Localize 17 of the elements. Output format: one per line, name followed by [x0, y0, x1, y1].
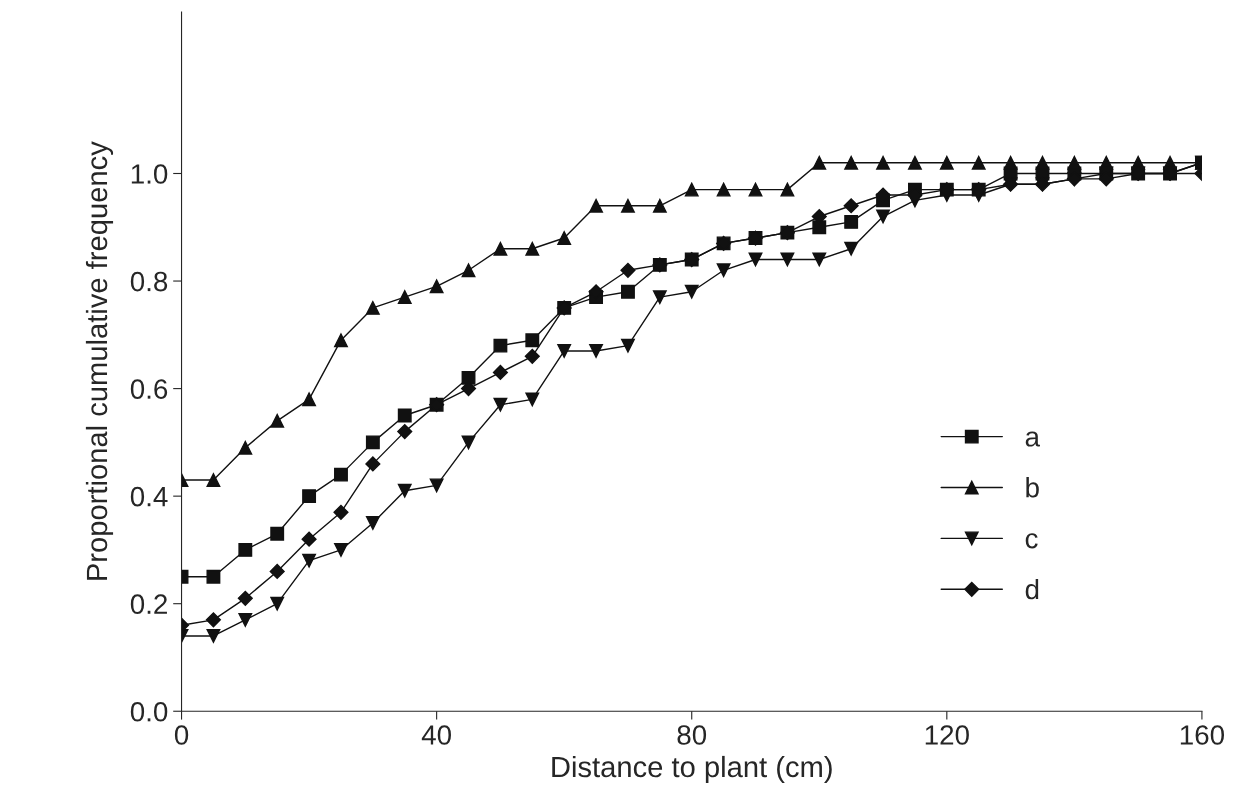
legend-label: b: [1026, 477, 1039, 498]
legend-label: d: [1025, 578, 1039, 600]
x-tick-label: 40: [421, 725, 451, 745]
x-tick-label: 160: [1180, 725, 1225, 745]
y-tick-label: 1.0: [131, 164, 168, 184]
legend-label: a: [1025, 431, 1040, 447]
y-tick-label: 0.2: [130, 594, 167, 615]
y-tick-label: 0.0: [130, 701, 168, 722]
y-tick-label: 0.6: [130, 379, 168, 399]
x-tick-label: 0: [174, 725, 189, 745]
x-tick-label: 120: [925, 725, 969, 745]
y-tick-label: 0.8: [130, 271, 168, 292]
legend-label: c: [1025, 533, 1038, 549]
x-tick-label: 80: [677, 725, 707, 745]
x-axis-title: Distance to plant (cm): [552, 755, 832, 784]
y-axis-title: Proportional cumulative frequency: [85, 141, 114, 580]
y-tick-label: 0.4: [130, 486, 168, 507]
